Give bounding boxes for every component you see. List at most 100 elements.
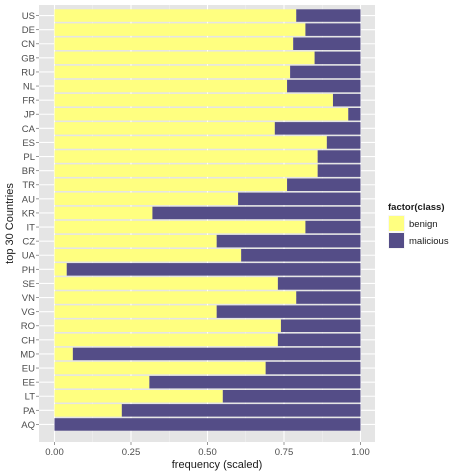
bar-malicious-ro	[280, 319, 361, 332]
y-tick-label: AQ	[21, 420, 35, 431]
y-tick-label: FR	[22, 96, 35, 107]
bar-benign-ru	[54, 65, 291, 79]
y-tick-label: JP	[24, 110, 35, 121]
bar-benign-us	[54, 9, 297, 22]
bar-benign-fr	[54, 93, 333, 107]
y-tick-labels: US DE CN GB RU NL FR JP CA ES PL BR TR AU KR IT CZ UA PH SE…	[20, 11, 39, 431]
y-tick-label: CA	[22, 124, 36, 135]
bar-malicious-de	[305, 23, 361, 36]
x-tick-label: 0.50	[198, 447, 217, 458]
bar-benign-ph	[54, 263, 67, 276]
legend: factor(class) benign malicious	[387, 202, 449, 250]
y-tick-label: US	[22, 11, 35, 22]
y-tick-label: ES	[22, 138, 35, 149]
bar-malicious-ph	[66, 263, 361, 276]
bar-benign-vg	[54, 305, 217, 318]
y-tick-label: RO	[21, 321, 35, 332]
y-axis-title: top 30 Countries	[4, 183, 16, 264]
bar-malicious-md	[72, 347, 361, 361]
bar-malicious-ua	[241, 249, 361, 262]
y-tick-label: PL	[23, 152, 35, 163]
legend-title: factor(class)	[388, 202, 445, 213]
legend-label-malicious: malicious	[409, 236, 449, 247]
bar-malicious-eu	[265, 361, 361, 375]
bar-benign-ca	[54, 122, 275, 135]
bar-benign-se	[54, 277, 278, 290]
bar-benign-br	[54, 164, 318, 177]
y-tick-label: BR	[22, 166, 35, 177]
y-tick-label: NL	[23, 81, 35, 92]
bar-benign-jp	[54, 108, 349, 121]
bar-benign-tr	[54, 178, 288, 191]
y-tick-label: CH	[21, 335, 35, 346]
legend-key-malicious	[389, 233, 404, 248]
bar-malicious-br	[317, 164, 361, 177]
y-tick-label: DE	[22, 25, 35, 36]
bar-benign-eu	[54, 361, 266, 375]
x-tick-label: 0.25	[122, 447, 141, 458]
bar-malicious-ee	[149, 375, 361, 389]
bar-malicious-gb	[314, 51, 361, 65]
bar-benign-vn	[54, 291, 297, 304]
x-tick-labels: 0.00 0.25 0.50 0.75 1.00	[45, 442, 370, 458]
bar-benign-pl	[54, 150, 318, 163]
y-tick-label: GB	[21, 53, 35, 64]
bar-benign-cz	[54, 234, 217, 248]
bar-malicious-ch	[277, 333, 361, 347]
y-tick-label: AU	[22, 194, 35, 205]
bar-benign-ro	[54, 319, 281, 332]
x-tick-label: 0.75	[275, 447, 294, 458]
bar-malicious-cn	[293, 37, 361, 50]
bar-benign-ch	[54, 333, 278, 347]
bar-benign-gb	[54, 51, 315, 65]
bar-malicious-it	[305, 220, 361, 234]
bar-benign-au	[54, 192, 239, 206]
bar-malicious-au	[238, 192, 361, 206]
y-tick-label: CN	[21, 39, 35, 50]
bar-malicious-tr	[287, 178, 361, 191]
y-tick-label: UA	[22, 251, 36, 262]
bar-malicious-pl	[317, 150, 361, 163]
x-tick-label: 0.00	[45, 447, 64, 458]
bar-malicious-fr	[332, 93, 361, 107]
y-tick-label: TR	[22, 180, 35, 191]
bar-benign-nl	[54, 79, 288, 93]
bar-benign-cn	[54, 37, 294, 50]
bar-malicious-ru	[290, 65, 361, 79]
bar-malicious-jp	[348, 108, 361, 121]
y-tick-label: EE	[22, 378, 35, 389]
bar-malicious-es	[326, 136, 361, 149]
bar-benign-lt	[54, 390, 223, 403]
bar-malicious-cz	[216, 234, 361, 248]
bar-benign-pa	[54, 404, 122, 417]
bars-layer	[54, 9, 361, 431]
bar-benign-it	[54, 220, 306, 234]
bar-benign-ua	[54, 249, 242, 262]
bar-malicious-aq	[54, 418, 361, 431]
bar-benign-es	[54, 136, 327, 149]
bar-malicious-se	[277, 277, 361, 290]
legend-label-benign: benign	[409, 219, 438, 230]
y-tick-label: LT	[25, 392, 36, 403]
bar-malicious-kr	[152, 206, 361, 220]
bar-malicious-ca	[274, 122, 361, 135]
legend-key-benign	[389, 216, 404, 231]
y-tick-label: EU	[22, 363, 35, 374]
bar-malicious-pa	[121, 404, 361, 417]
bar-benign-de	[54, 23, 306, 36]
y-tick-label: IT	[27, 222, 36, 233]
bar-benign-kr	[54, 206, 153, 220]
bar-malicious-vn	[296, 291, 361, 304]
y-tick-label: PH	[22, 265, 35, 276]
y-tick-label: KR	[22, 208, 35, 219]
x-tick-label: 1.00	[351, 447, 370, 458]
y-tick-label: MD	[20, 349, 35, 360]
bar-benign-ee	[54, 375, 150, 389]
x-axis-title: frequency (scaled)	[172, 459, 263, 471]
y-tick-label: SE	[22, 279, 35, 290]
y-tick-label: PA	[23, 406, 36, 417]
y-tick-label: CZ	[22, 237, 35, 248]
bar-malicious-nl	[287, 79, 361, 93]
